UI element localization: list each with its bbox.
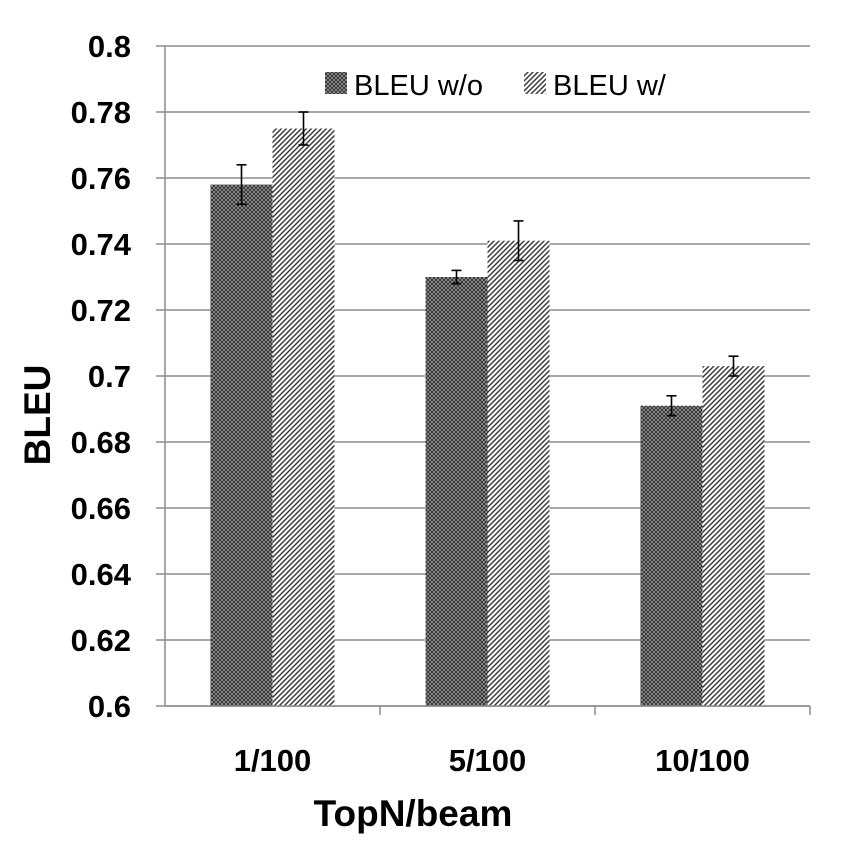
axes <box>156 45 811 715</box>
bars <box>210 128 765 707</box>
x-tick-label: 1/100 <box>234 743 312 778</box>
error-bars <box>236 111 739 417</box>
bar-without-2 <box>425 277 488 706</box>
y-tick-labels: 0.6 0.62 0.64 0.66 0.68 0.7 0.72 0.74 0.76 0.78 0.… <box>71 29 132 724</box>
y-tick-label: 0.6 <box>88 689 131 724</box>
y-tick-label: 0.7 <box>88 359 131 394</box>
y-tick-label: 0.62 <box>71 623 131 658</box>
x-tick-label: 10/100 <box>655 743 750 778</box>
legend-label-with: BLEU w/ <box>553 70 667 102</box>
x-tick-labels: 1/100 5/100 10/100 <box>234 743 750 778</box>
legend-swatch-with <box>524 72 546 94</box>
y-tick-label: 0.8 <box>88 29 131 64</box>
y-tick-label: 0.74 <box>71 227 132 262</box>
bar-without-3 <box>640 405 703 706</box>
y-tick-label: 0.72 <box>71 293 131 328</box>
y-tick-label: 0.66 <box>71 491 131 526</box>
bar-with-2 <box>487 240 550 706</box>
y-tick-label: 0.68 <box>71 425 131 460</box>
bar-with-1 <box>272 128 335 706</box>
y-tick-label: 0.64 <box>71 557 132 592</box>
legend-swatch-without <box>325 72 347 94</box>
x-tick-label: 5/100 <box>449 743 527 778</box>
y-tick-label: 0.78 <box>71 95 131 130</box>
legend: BLEU w/o BLEU w/ <box>325 70 667 102</box>
legend-label-without: BLEU w/o <box>354 70 483 102</box>
y-tick-label: 0.76 <box>71 161 131 196</box>
x-axis-title: TopN/beam <box>314 793 513 834</box>
y-axis-title: BLEU <box>17 365 58 466</box>
bar-with-3 <box>702 366 765 706</box>
bar-without-1 <box>210 184 273 707</box>
